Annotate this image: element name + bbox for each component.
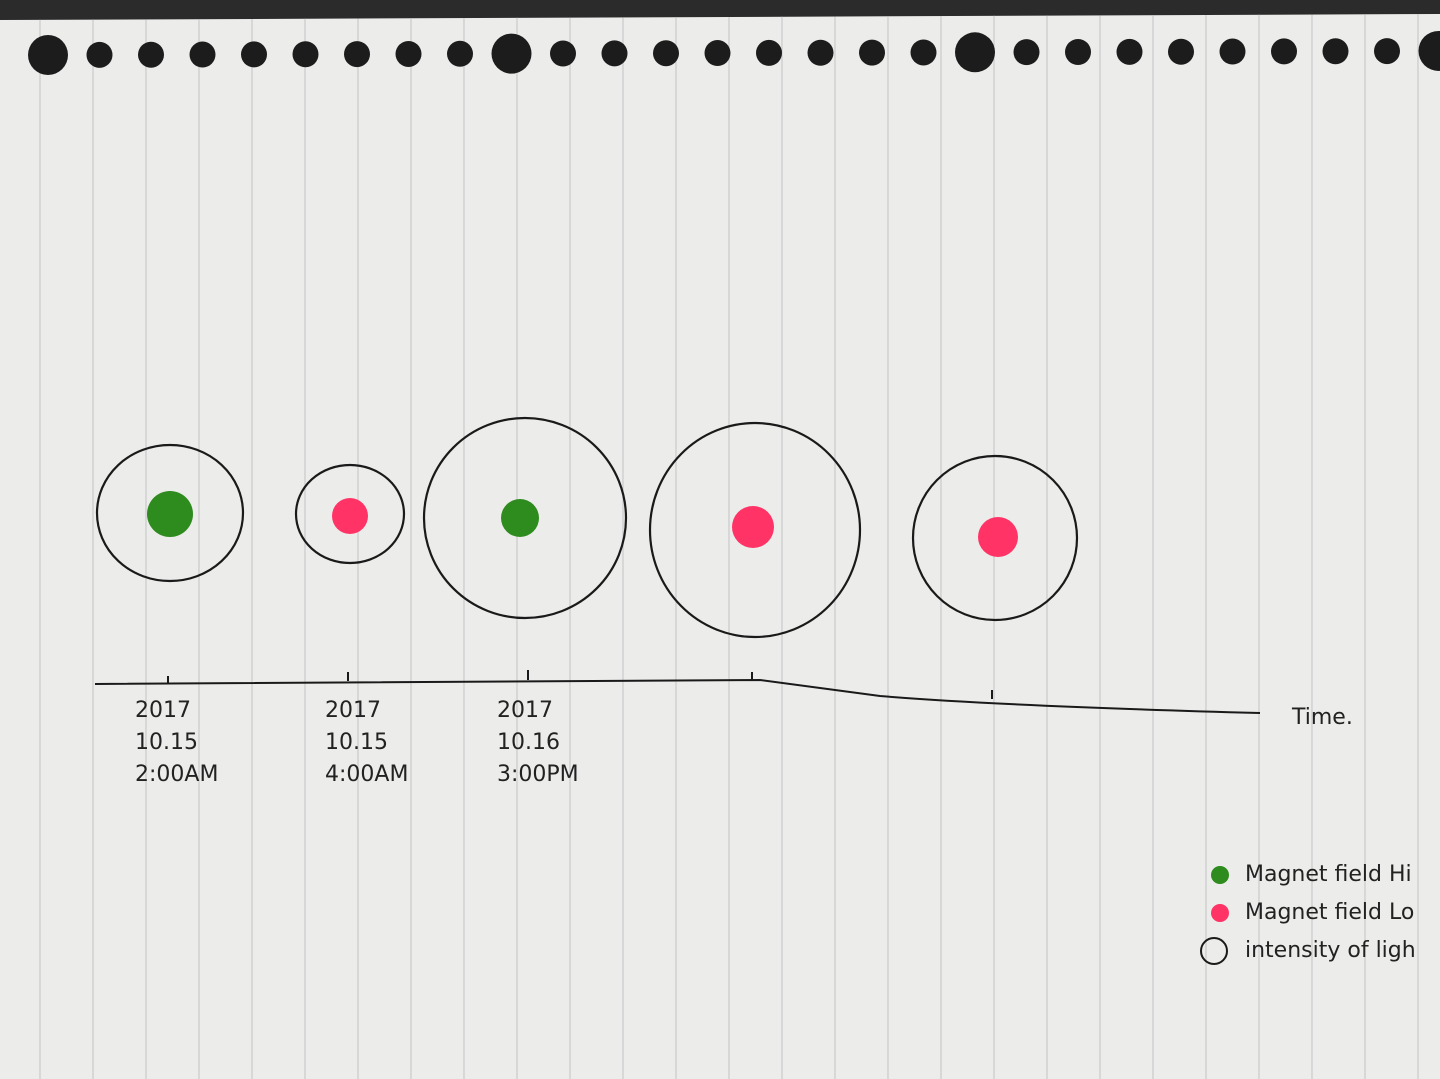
tick-labels: 2017 10.15 2:00AM 2017 10.15 4:00AM 2017 10.16 3…: [135, 698, 579, 787]
hole: [1219, 38, 1246, 65]
hole: [28, 35, 68, 75]
hole: [1271, 38, 1297, 65]
legend-label: Magnet field Lo: [1245, 900, 1414, 925]
axis-ticks: [167, 670, 993, 699]
ruled-lines: [0, 14, 1440, 1079]
hole: [1065, 39, 1091, 65]
legend-label: Magnet field Hi: [1245, 862, 1412, 887]
hole: [344, 41, 370, 68]
hole: [241, 41, 267, 68]
hole: [1168, 38, 1194, 65]
hole: [910, 39, 937, 66]
legend-ring: [1200, 937, 1228, 965]
hole: [1322, 38, 1349, 65]
hole: [138, 41, 164, 68]
hole: [704, 40, 731, 67]
hole: [859, 39, 885, 66]
hole: [1374, 38, 1400, 65]
light-rings: [95, 416, 1079, 639]
tick-date: 10.16: [497, 730, 560, 755]
hole: [491, 33, 532, 74]
hole: [395, 40, 422, 67]
tick-time: 2:00AM: [135, 762, 218, 787]
hole: [447, 40, 473, 67]
hole: [1418, 30, 1440, 71]
hole: [550, 40, 576, 67]
hole: [86, 41, 113, 68]
tick-year: 2017: [135, 698, 191, 723]
hole: [1013, 39, 1040, 66]
punch-holes: [28, 30, 1440, 75]
tick-date: 10.15: [325, 730, 388, 755]
tick-date: 10.15: [135, 730, 198, 755]
hole: [756, 39, 782, 66]
legend-dot: [1211, 866, 1229, 884]
tick-year: 2017: [497, 698, 553, 723]
hole: [653, 40, 679, 67]
legend: Magnet field Hi Magnet field Lo intensity …: [1200, 862, 1416, 965]
axis-label: Time.: [1291, 705, 1353, 730]
hole: [601, 40, 628, 67]
time-axis: [94, 678, 1261, 714]
tick-year: 2017: [325, 698, 381, 723]
legend-label: intensity of ligh: [1245, 938, 1416, 963]
hole: [189, 41, 216, 68]
hole: [807, 39, 834, 66]
field-dots: [147, 491, 1018, 557]
legend-dot: [1211, 904, 1229, 922]
hole: [292, 41, 319, 68]
tick-time: 3:00PM: [497, 762, 579, 787]
tick-time: 4:00AM: [325, 762, 408, 787]
hole: [1116, 38, 1143, 65]
hole: [955, 32, 995, 73]
